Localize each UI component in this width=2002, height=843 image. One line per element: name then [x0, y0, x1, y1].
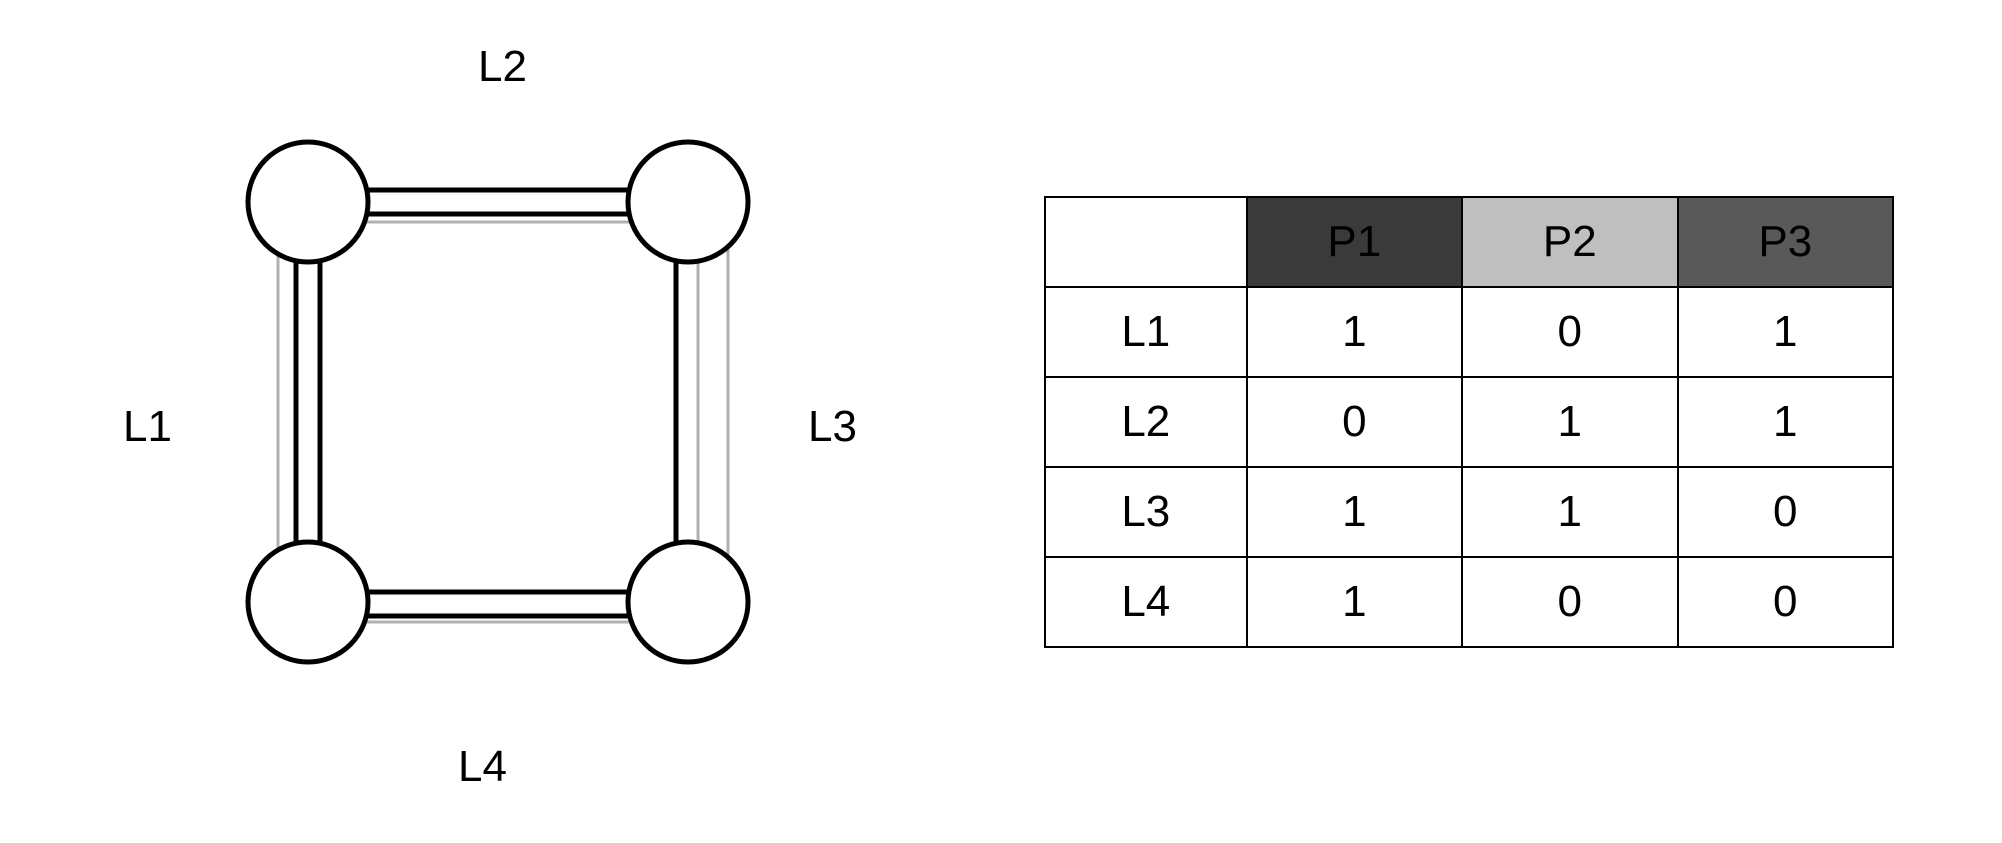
- table-cell: 1: [1247, 467, 1462, 557]
- diagram-svg: [108, 22, 908, 822]
- table-header-cell: P2: [1462, 197, 1677, 287]
- edge-label: L3: [808, 402, 857, 452]
- table-cell: 1: [1678, 377, 1893, 467]
- table-cell: L2: [1045, 377, 1247, 467]
- table-cell: 1: [1462, 377, 1677, 467]
- table-row: L2011: [1045, 377, 1893, 467]
- edge-label: L1: [123, 402, 172, 452]
- node-circle: [248, 142, 368, 262]
- table-cell: 1: [1247, 557, 1462, 647]
- table-cell: 0: [1462, 557, 1677, 647]
- matrix-table-container: P1P2P3 L1101L2011L3110L4100: [1044, 196, 1894, 648]
- table-row: L4100: [1045, 557, 1893, 647]
- table-cell: 1: [1678, 287, 1893, 377]
- table-cell: L3: [1045, 467, 1247, 557]
- table-header-row: P1P2P3: [1045, 197, 1893, 287]
- table-row: L3110: [1045, 467, 1893, 557]
- table-cell: 1: [1462, 467, 1677, 557]
- node-circle: [628, 542, 748, 662]
- matrix-table: P1P2P3 L1101L2011L3110L4100: [1044, 196, 1894, 648]
- network-diagram: L1 L2 L3 L4: [108, 22, 908, 822]
- table-row: L1101: [1045, 287, 1893, 377]
- table-cell: L4: [1045, 557, 1247, 647]
- table-cell: 0: [1462, 287, 1677, 377]
- table-cell: 1: [1247, 287, 1462, 377]
- node-circle: [248, 542, 368, 662]
- edge-label: L4: [458, 742, 507, 792]
- path-line: [308, 192, 698, 622]
- table-cell: 0: [1678, 557, 1893, 647]
- table-cell: 0: [1678, 467, 1893, 557]
- table-header-cell: P3: [1678, 197, 1893, 287]
- edge-label: L2: [478, 42, 527, 92]
- node-circle: [628, 142, 748, 262]
- table-cell: L1: [1045, 287, 1247, 377]
- table-header-cell: [1045, 197, 1247, 287]
- table-header-cell: P1: [1247, 197, 1462, 287]
- table-cell: 0: [1247, 377, 1462, 467]
